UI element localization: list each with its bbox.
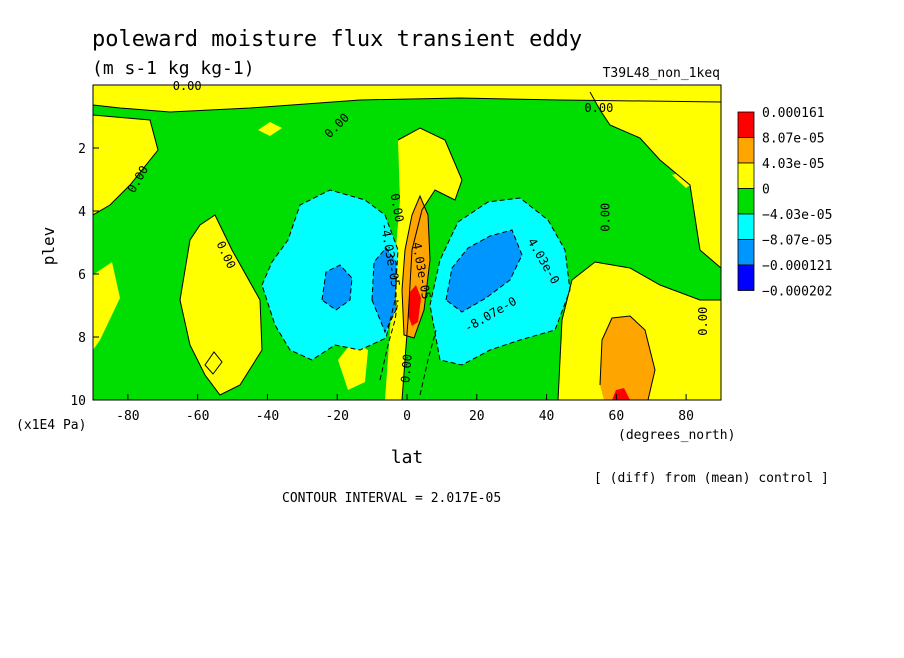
y-tick-label: 8 [78, 331, 86, 346]
colorbar-label: 0.000161 [762, 106, 825, 121]
x-tick-label: 40 [539, 409, 555, 424]
colorbar-label: 8.07e-05 [762, 132, 825, 147]
colorbar-label: −0.000202 [762, 285, 832, 300]
y-axis-units: (x1E4 Pa) [16, 418, 86, 433]
colorbar-swatch [737, 162, 755, 189]
field-yellow-left-upper [93, 115, 158, 215]
field-yellow-left-plume [180, 215, 262, 395]
colorbar: 0.000161 8.07e-05 4.03e-05 0 −4.03e-05 −8.07e… [737, 106, 832, 300]
field-orange-right [600, 316, 655, 400]
colorbar-swatch [737, 264, 755, 291]
field-yellow-topright [590, 92, 721, 268]
colorbar-label: 4.03e-05 [762, 157, 825, 172]
colorbar-swatch [737, 239, 755, 266]
y-tick-label: 4 [78, 205, 86, 220]
field-yellow-patch2 [258, 122, 282, 136]
x-tick-label: -20 [325, 409, 348, 424]
field-blue-left2 [372, 248, 396, 332]
colorbar-swatch [737, 188, 755, 215]
plot-area: 0.000.000.000.000.000.000.000.000.00-4.0… [70, 79, 722, 424]
y-tick-label: 2 [78, 142, 86, 157]
x-tick-label: -40 [256, 409, 279, 424]
contour-lines [93, 91, 721, 400]
chart-title: poleward moisture flux transient eddy [92, 27, 582, 52]
field-blue-right [446, 230, 522, 312]
colorbar-label: 0 [762, 183, 770, 198]
chart-units: (m s-1 kg kg-1) [92, 58, 255, 79]
contour-label: 0.00 [398, 353, 414, 383]
contour-label: 0.00 [388, 192, 407, 223]
contour-label: 0.00 [584, 101, 613, 115]
field-red-center [408, 285, 421, 326]
field-yellow-patch3 [672, 170, 698, 188]
y-tick-label: 6 [78, 268, 86, 283]
field-yellow-top [93, 85, 721, 112]
x-axis-label: lat [391, 447, 424, 468]
field-blue-left1 [322, 265, 352, 310]
contour-label: 0.00 [598, 203, 612, 232]
contour-label: 0.00 [173, 79, 202, 93]
x-tick-label: -80 [116, 409, 139, 424]
colorbar-label: −4.03e-05 [762, 208, 832, 223]
colorbar-swatch [737, 137, 755, 164]
contour-label: 0.00 [696, 307, 710, 336]
colorbar-label: −0.000121 [762, 259, 832, 274]
x-tick-label: 60 [609, 409, 625, 424]
x-axis-ticks: -80 -60 -40 -20 0 20 40 60 80 [116, 394, 694, 424]
y-axis-label: plev [39, 227, 58, 266]
y-axis-ticks: 2 4 6 8 10 [70, 142, 99, 409]
x-tick-label: 0 [403, 409, 411, 424]
x-tick-label: 80 [678, 409, 694, 424]
x-tick-label: -60 [186, 409, 209, 424]
negative-contour-lines [261, 189, 571, 396]
x-tick-label: 20 [469, 409, 485, 424]
colorbar-swatch [737, 213, 755, 240]
y-tick-label: 10 [70, 394, 86, 409]
field-yellow-left-lower [93, 262, 120, 350]
experiment-label: T39L48_non_1keq [603, 66, 720, 81]
colorbar-swatch [737, 111, 755, 138]
x-axis-units: (degrees_north) [618, 428, 735, 443]
diff-note: [ (diff) from (mean) control ] [594, 471, 829, 486]
contour-interval: CONTOUR INTERVAL = 2.017E-05 [282, 491, 501, 506]
colorbar-label: −8.07e-05 [762, 234, 832, 249]
field-yellow-patch1 [338, 342, 368, 390]
